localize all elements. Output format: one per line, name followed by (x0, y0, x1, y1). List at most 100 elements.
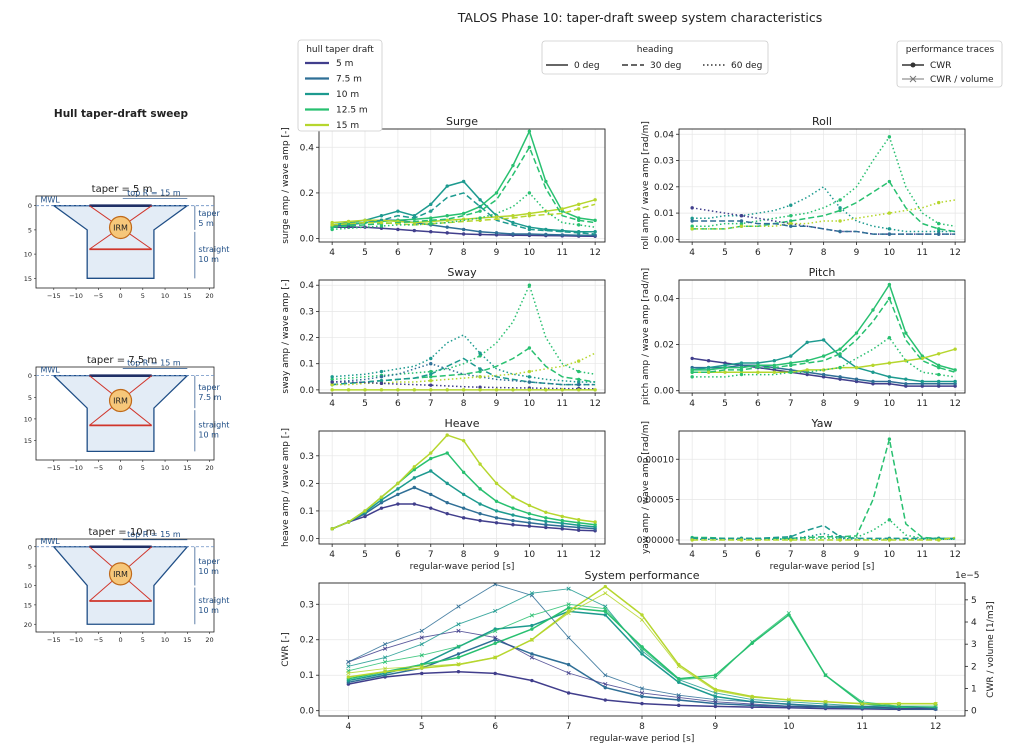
data-point (330, 382, 334, 387)
straight-label: straight (198, 421, 229, 430)
data-point (478, 388, 482, 392)
data-point (478, 367, 482, 371)
data-point (511, 518, 515, 523)
x-tick-label: 8 (821, 550, 827, 560)
data-point (494, 191, 499, 195)
data-point (429, 372, 433, 376)
x-tick-label: 9 (854, 248, 860, 258)
sketch-x-tick-label: −5 (94, 464, 104, 472)
irm-icon (108, 215, 133, 240)
data-point (511, 232, 515, 236)
data-point (577, 388, 581, 392)
sketch-x-tick-label: 15 (183, 292, 191, 300)
legend-item: 15 m (336, 121, 359, 131)
data-point-cross (456, 604, 461, 609)
data-point (461, 232, 466, 236)
data-point (478, 385, 482, 389)
data-point (887, 232, 892, 236)
y-tick-label: 0.02 (654, 341, 674, 351)
data-point (603, 685, 607, 690)
data-point (789, 538, 793, 542)
data-point (379, 381, 384, 386)
data-point (838, 352, 842, 356)
data-point (577, 218, 581, 223)
series-line (692, 185, 956, 233)
data-point (887, 179, 892, 184)
x-tick-label: 9 (494, 550, 500, 560)
data-point (456, 669, 461, 674)
irm-icon (108, 388, 133, 413)
data-point (527, 145, 532, 149)
x-tick-label: 5 (722, 399, 728, 409)
data-point (478, 518, 482, 523)
x-tick-label: 12 (589, 550, 600, 560)
y-tick-label: 0.00010 (637, 455, 674, 465)
sketch-y-tick-label: 0 (28, 202, 32, 210)
x-tick-label: 5 (362, 248, 368, 258)
data-point (838, 375, 842, 379)
x-tick-label: 5 (722, 248, 728, 258)
data-point (494, 231, 499, 235)
data-point (706, 370, 711, 374)
y-tick-label: 0.1 (300, 507, 314, 517)
straight-label-value: 10 m (198, 255, 219, 264)
x-tick-label: 10 (524, 399, 536, 409)
data-point (593, 218, 597, 223)
y-tick-label: 0.4 (300, 281, 315, 291)
data-point (527, 388, 532, 392)
data-point-cross (566, 670, 571, 676)
data-point (544, 516, 548, 520)
data-point (527, 214, 532, 218)
sketch-y-tick-label: 5 (28, 394, 32, 402)
data-point (838, 347, 842, 351)
data-point (577, 521, 581, 525)
data-point (429, 362, 433, 366)
data-point (887, 211, 892, 215)
x-tick-label: 11 (917, 550, 928, 560)
series-line (332, 347, 596, 386)
data-point (478, 351, 482, 355)
data-point (412, 502, 417, 506)
x-tick-label: 7 (788, 399, 794, 409)
sketch-x-tick-label: 20 (205, 636, 213, 644)
data-point (739, 538, 744, 542)
data-point-cross (456, 628, 461, 633)
series-line (331, 192, 596, 235)
data-point (379, 220, 384, 225)
x-tick-label: 6 (395, 248, 401, 258)
data-point-cross (676, 664, 681, 669)
data-point (530, 652, 534, 656)
data-point (789, 224, 793, 228)
data-point (494, 499, 499, 503)
data-point (713, 704, 718, 709)
data-point (690, 224, 694, 228)
data-point (445, 481, 449, 486)
data-point (577, 223, 581, 227)
data-point (544, 388, 548, 392)
sketch-x-tick-label: 15 (183, 636, 191, 644)
y-axis-label: surge amp / wave amp [-] (281, 127, 291, 244)
data-point (429, 222, 433, 226)
data-point (593, 523, 597, 527)
x-tick-label: 4 (689, 248, 695, 258)
data-point-cross (603, 681, 608, 687)
data-point (363, 388, 367, 392)
x-tick-label: 11 (557, 550, 568, 560)
data-point-cross (933, 701, 938, 707)
series-line (332, 357, 596, 386)
y-tick-label: 0.02 (654, 183, 674, 193)
data-point-cross (456, 662, 461, 667)
data-point (412, 467, 417, 472)
data-point (493, 641, 497, 645)
data-point (772, 370, 777, 374)
data-point (494, 516, 499, 520)
y2-tick-label: 2 (971, 662, 977, 672)
mwl-label: MWL (40, 537, 60, 546)
x-tick-label: 10 (884, 248, 896, 258)
data-point (494, 388, 499, 392)
data-point (887, 135, 892, 139)
sketch-x-tick-label: −15 (47, 636, 61, 644)
data-point-cross (603, 591, 608, 596)
